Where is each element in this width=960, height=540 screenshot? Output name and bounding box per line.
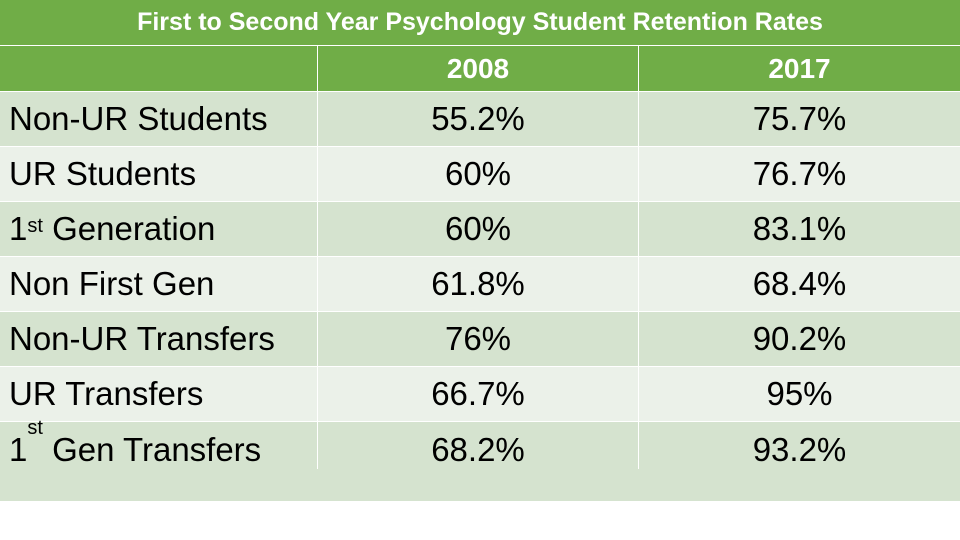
table-row: Non-UR Transfers 76% 90.2% [0, 312, 960, 367]
value-2017: 93.2% [752, 431, 847, 468]
table-row: UR Students 60% 76.7% [0, 147, 960, 202]
value-2017: 75.7% [752, 100, 847, 137]
row-label: Non-UR Students [0, 92, 318, 146]
row-label: Non-UR Transfers [0, 312, 318, 366]
row-label: UR Transfers [0, 367, 318, 421]
value-2008: 55.2% [318, 92, 639, 146]
value-2017: 83.1% [752, 210, 847, 247]
value-2008: 60% [318, 202, 639, 256]
row-label: UR Students [0, 147, 318, 201]
row-label: Non First Gen [0, 257, 318, 311]
value-2008: 66.7% [318, 367, 639, 421]
value-2017: 90.2% [752, 320, 847, 357]
value-2017: 76.7% [752, 155, 847, 192]
value-2008: 61.8% [318, 257, 639, 311]
retention-table: First to Second Year Psychology Student … [0, 0, 960, 502]
column-header-2017: 2017 [768, 52, 831, 84]
value-2017: 95% [766, 375, 833, 412]
table-row: Non First Gen 61.8% 68.4% [0, 257, 960, 312]
column-header-2008: 2008 [318, 46, 639, 91]
value-2008: 68.2% [318, 422, 639, 469]
header-row: 2008 2017 [0, 46, 960, 92]
value-2008: 76% [318, 312, 639, 366]
table-row: UR Transfers 66.7% 95% [0, 367, 960, 422]
table-row: Non-UR Students 55.2% 75.7% [0, 92, 960, 147]
value-2008: 60% [318, 147, 639, 201]
header-empty-cell [0, 46, 318, 91]
table-title: First to Second Year Psychology Student … [0, 0, 960, 46]
value-2017: 68.4% [752, 265, 847, 302]
